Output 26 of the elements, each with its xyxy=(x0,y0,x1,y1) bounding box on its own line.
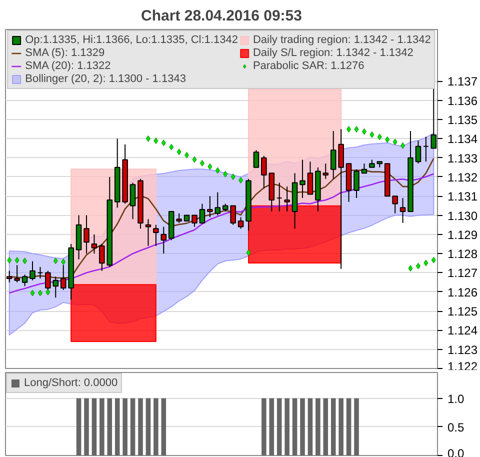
y-tick-label: 1.125 xyxy=(448,304,478,319)
y-tick-label: 1.130 xyxy=(448,208,478,223)
y-tick-label: 1.0 xyxy=(448,392,465,406)
y-tick-label: 1.137 xyxy=(448,74,478,89)
legend-label: Bollinger (20, 2): 1.1300 - 1.1343 xyxy=(25,73,186,85)
y-tick-label: 1.133 xyxy=(448,151,478,166)
legend-label: Op:1.1335, Hi:1.1366, Lo:1.1335, Cl:1.1342 xyxy=(25,34,238,46)
y-tick-label: 0.5 xyxy=(448,420,465,434)
y-tick-label: 1.131 xyxy=(448,190,478,204)
y-tick-label: 1.134 xyxy=(448,132,478,146)
legend-label: SMA (20): 1.1322 xyxy=(25,60,111,72)
y-tick-label: 1.126 xyxy=(448,285,478,300)
legend-label: Daily S/L region: 1.1342 - 1.1342 xyxy=(252,47,414,59)
legend-label: Parabolic SAR: 1.1276 xyxy=(252,60,364,72)
legend-label: Daily trading region: 1.1342 - 1.1342 xyxy=(252,34,431,46)
y-tick-label: 1.123 xyxy=(448,342,478,357)
y-tick-label: 1.127 xyxy=(448,266,478,280)
y-tick-label: 1.129 xyxy=(448,228,478,242)
y-tick-label: 1.132 xyxy=(448,170,478,184)
legend-label: SMA (5): 1.1329 xyxy=(25,47,105,59)
y-tick-label: 1.124 xyxy=(448,324,478,338)
y-tick-label: 1.128 xyxy=(448,247,478,262)
y-tick-label: 1.136 xyxy=(448,94,478,108)
chart-title: Chart 28.04.2016 09:53 xyxy=(141,8,302,24)
legend-label: Long/Short: 0.0000 xyxy=(24,377,118,389)
y-tick-label: 1.135 xyxy=(448,113,478,128)
